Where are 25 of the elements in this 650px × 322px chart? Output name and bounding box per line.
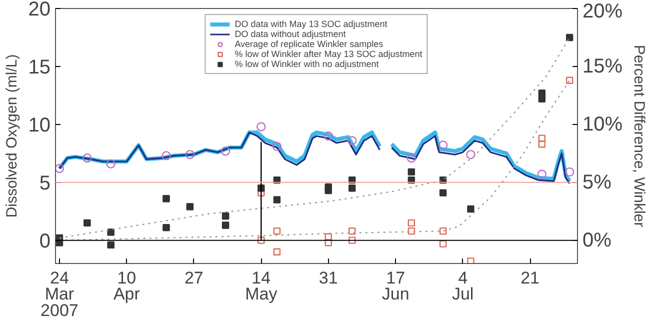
- x-tick-label: 17 Jun: [382, 268, 410, 304]
- x-tick-label: 27: [184, 268, 204, 288]
- y-tick-label: 0: [39, 230, 50, 252]
- legend-label: % low of Winkler with no adjustment: [234, 59, 379, 69]
- x-tick-label: 21: [520, 268, 540, 288]
- x-tick-label: 4 Jul: [452, 268, 474, 304]
- y-tick-label: 15: [28, 56, 51, 78]
- legend-label: Average of replicate Winkler samples: [234, 39, 384, 49]
- x-tick-label: 14 May: [245, 268, 278, 304]
- y2-axis-title: Percent Difference, Winkler: [630, 44, 648, 228]
- x-tick-label: 31: [318, 268, 338, 288]
- legend-label: DO data with May 13 SOC adjustment: [234, 19, 388, 29]
- y-tick-label: 10: [28, 114, 51, 136]
- y2-tick-label: 0%: [582, 229, 612, 252]
- y2-tick-label: 20%: [582, 0, 623, 22]
- y-tick-label: 5: [39, 172, 50, 194]
- y2-tick-label: 10%: [582, 113, 623, 136]
- x-tick-label: 10 Apr: [113, 268, 140, 304]
- x-tick-label: 24 Mar 2007: [40, 268, 78, 320]
- y2-tick-label: 5%: [582, 171, 612, 194]
- legend-label: DO data without adjustment: [234, 29, 346, 39]
- y-axis-title: Dissolved Oxygen (ml/L): [3, 54, 20, 218]
- legend-label: % low of Winkler after May 13 SOC adjustment: [234, 49, 422, 59]
- y2-tick-label: 15%: [582, 55, 623, 78]
- y-tick-label: 20: [28, 0, 51, 20]
